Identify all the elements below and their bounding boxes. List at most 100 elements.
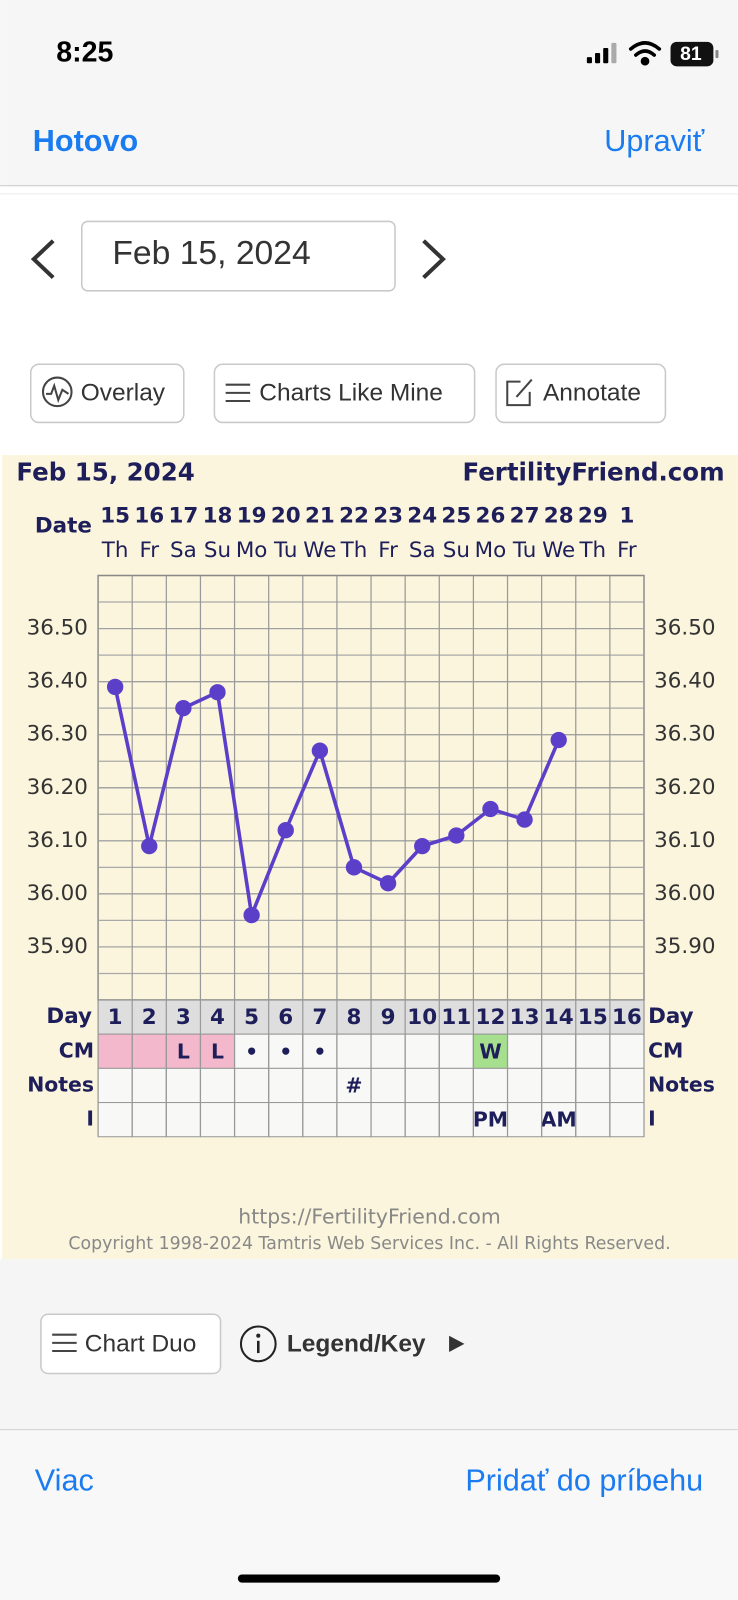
cell-text: AM — [541, 1108, 577, 1132]
table-cell — [97, 1067, 133, 1104]
more-button[interactable]: Viac — [35, 1464, 94, 1498]
weekday-label: Th — [340, 538, 368, 563]
date-label: 25 — [441, 503, 471, 528]
annotate-button[interactable] — [495, 363, 667, 424]
x-tick-label: 3 — [176, 1005, 191, 1030]
table-cell — [302, 1102, 338, 1138]
table-cell — [370, 1102, 406, 1138]
next-button[interactable] — [422, 239, 446, 280]
x-tick-label: 12 — [476, 1005, 506, 1030]
add-to-story-button[interactable]: Pridať do príbehu — [465, 1464, 703, 1498]
table-cell — [404, 1067, 440, 1104]
x-tick-label: 2 — [142, 1005, 157, 1030]
table-cell — [234, 1102, 270, 1138]
table-cell — [234, 1067, 270, 1104]
data-point — [550, 731, 567, 749]
charts-like-mine-button[interactable] — [213, 363, 476, 424]
table-cell — [370, 1033, 406, 1069]
date-label: 21 — [305, 503, 335, 528]
date-label: 16 — [134, 503, 164, 528]
x-tick-label: 11 — [441, 1005, 471, 1030]
button-label: Chart Duo — [85, 1330, 197, 1357]
weekday-label: Fr — [139, 538, 159, 563]
button-label: Overlay — [81, 379, 166, 406]
date-label: 23 — [373, 503, 403, 528]
x-tick-label: 15 — [578, 1005, 608, 1030]
weekday-label: Mo — [475, 538, 507, 563]
x-tick-label: 9 — [381, 1005, 396, 1030]
data-point — [243, 906, 260, 924]
table-cell — [131, 1033, 167, 1069]
weekday-label: Sa — [409, 538, 436, 563]
table-cell — [609, 1102, 645, 1138]
x-tick-label: 10 — [407, 1005, 437, 1030]
data-point — [175, 700, 192, 717]
data-point — [414, 837, 431, 855]
table-cell — [199, 1067, 236, 1104]
y-tick-label: 36.30 — [27, 722, 88, 747]
x-axis-label: Day — [648, 1004, 694, 1029]
x-tick-label: 6 — [278, 1005, 293, 1030]
table-cell — [472, 1067, 509, 1104]
y-tick-label: 36.00 — [27, 881, 88, 906]
table-cell — [438, 1067, 474, 1104]
table-cell — [609, 1067, 645, 1104]
edit-button[interactable]: Upraviť — [604, 124, 704, 158]
y-tick-label: 36.10 — [27, 828, 88, 853]
cell-text: L — [177, 1039, 190, 1063]
x-tick-label: 16 — [612, 1005, 642, 1030]
y2-tick-label: 36.00 — [654, 881, 715, 906]
table-cell — [268, 1102, 304, 1138]
y-tick-label: 36.40 — [27, 669, 88, 694]
x-tick-label: 8 — [347, 1005, 362, 1030]
date-label: 24 — [407, 503, 437, 528]
bottom-bar — [0, 1429, 738, 1600]
sliders-icon — [52, 1333, 77, 1353]
weekday-label: Fr — [378, 538, 398, 563]
y2-tick-label: 36.40 — [654, 669, 715, 694]
row-label: Notes — [648, 1072, 715, 1096]
wifi-icon — [628, 41, 662, 66]
chart-url: https://FertilityFriend.com — [238, 1204, 500, 1228]
table-cell — [404, 1102, 440, 1138]
row-label: I — [86, 1107, 94, 1131]
table-cell — [131, 1067, 167, 1104]
data-point — [141, 837, 158, 855]
table-cell — [131, 1102, 167, 1138]
weekday-label: Sa — [170, 538, 197, 563]
weekday-label: Th — [101, 538, 129, 563]
row-label: I — [648, 1107, 656, 1131]
data-point — [516, 811, 533, 828]
home-indicator — [237, 1574, 501, 1583]
y2-tick-label: 36.10 — [654, 828, 715, 853]
table-cell — [165, 1067, 201, 1104]
overlay-icon-wave — [46, 382, 70, 404]
table-cell — [268, 1067, 304, 1104]
done-button[interactable]: Hotovo — [33, 124, 138, 158]
cell-text: PM — [473, 1108, 508, 1132]
battery-cap — [715, 50, 719, 59]
signal-icon — [586, 42, 617, 64]
table-cell — [438, 1033, 474, 1069]
legend-button[interactable]: Legend/Key — [239, 1325, 465, 1363]
table-cell — [575, 1102, 611, 1138]
table-cell — [97, 1102, 133, 1138]
weekday-label: We — [303, 538, 336, 563]
date-field[interactable] — [80, 220, 396, 292]
prev-button[interactable] — [30, 239, 55, 280]
cell-text: W — [479, 1039, 501, 1063]
date-label: 22 — [339, 503, 369, 528]
overlay-button[interactable] — [29, 363, 185, 424]
battery-icon — [670, 41, 714, 67]
weekday-label: Mo — [236, 538, 268, 563]
top-bar — [0, 0, 738, 186]
data-point — [379, 875, 397, 892]
cell-text: • — [245, 1039, 258, 1063]
weekday-label: Tu — [273, 538, 297, 563]
chart-duo-button[interactable] — [40, 1313, 222, 1375]
data-point — [209, 684, 226, 701]
cell-text: # — [345, 1073, 362, 1097]
weekday-label: Fr — [617, 538, 637, 563]
date-label: 29 — [578, 503, 608, 528]
